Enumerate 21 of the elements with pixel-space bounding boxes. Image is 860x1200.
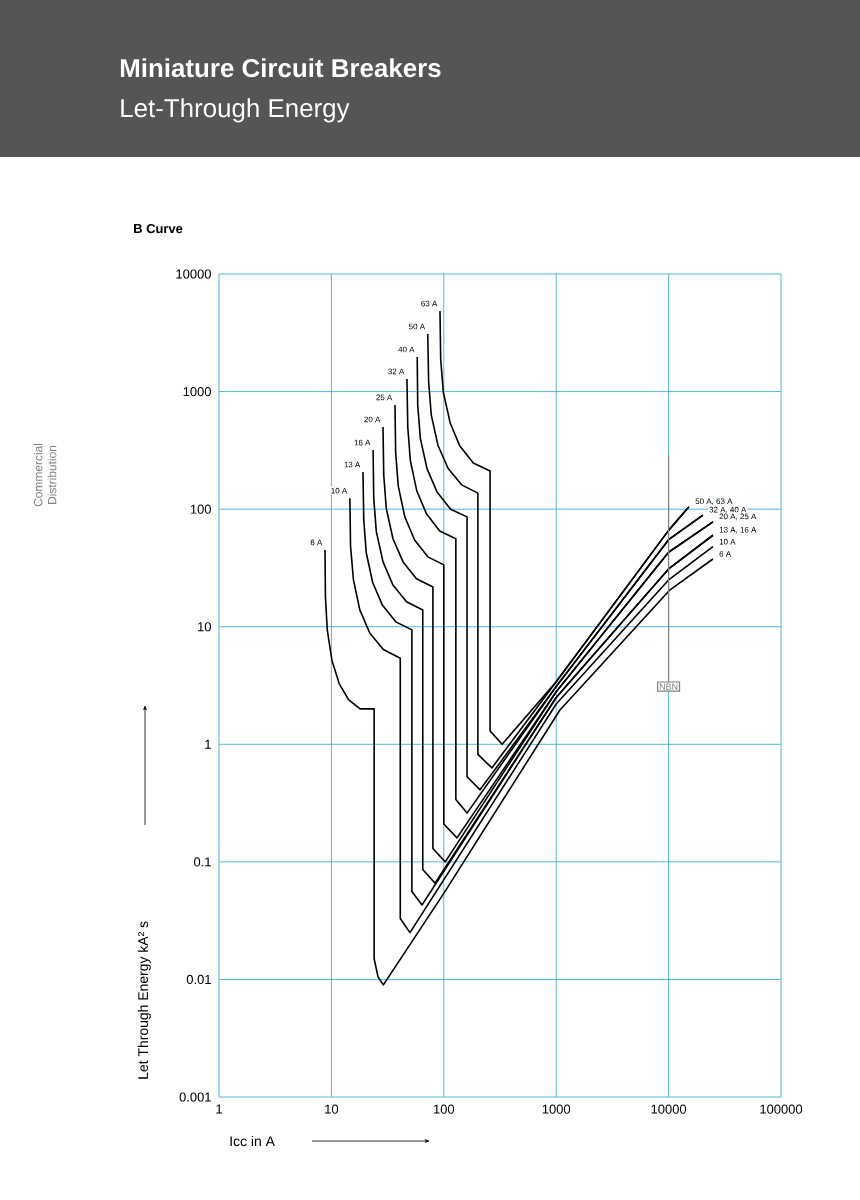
y-tick-label: 10000 [176,269,211,279]
x-tick-label: 100000 [760,1104,803,1114]
chart-subtitle: Let-Through Energy [121,98,350,123]
x-tick-label: 1 [216,1104,222,1114]
x-tick-label: 100 [433,1104,455,1114]
y-tick-label: 1 [205,739,211,749]
y-axis-title: Let Through Energy kA² s [137,921,151,1079]
x-tick-label: 10 [325,1104,339,1114]
ref-line-label: NBN [659,683,678,690]
y-tick-label: 10 [198,622,211,632]
chart-title: Miniature Circuit Breakers [120,58,441,78]
x-tick-label: 10000 [651,1104,687,1114]
y-tick-label: 100 [190,504,211,514]
y-tick-label: 1000 [183,387,211,397]
y-tick-label: 0.1 [193,857,211,867]
text: B Curve [134,223,183,234]
text: Commercial Distribution [33,443,57,507]
x-tick-label: 1000 [542,1104,571,1114]
y-tick-label: 0.001 [179,1092,211,1102]
x-axis-title: Icc in A [230,1135,275,1147]
y-tick-label: 0.01 [186,974,211,985]
